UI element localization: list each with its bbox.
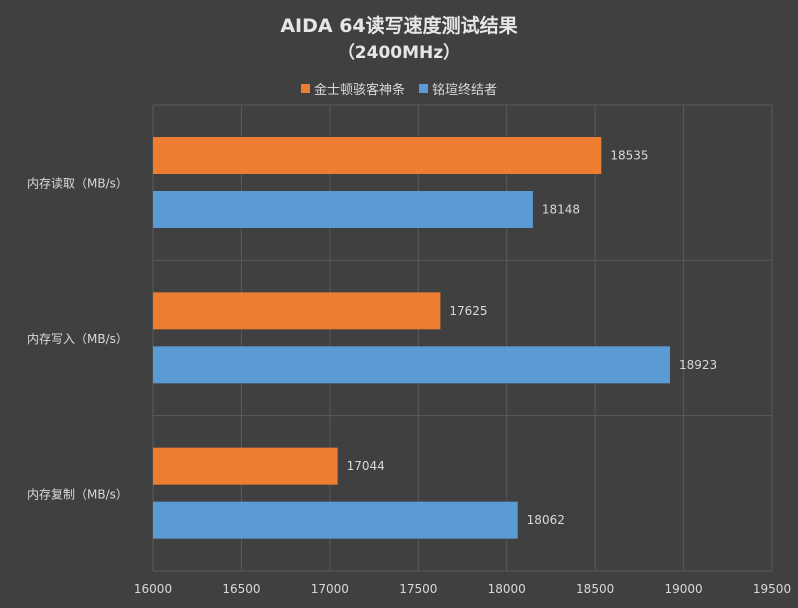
bar-kingston [153, 292, 441, 330]
legend-swatch-kingston [300, 84, 310, 93]
x-tick-label: 18000 [488, 582, 526, 596]
legend-label-maxsun: 铭瑄终结者 [432, 83, 498, 98]
bar-kingston [153, 137, 602, 174]
legend-item-kingston: 金士顿骇客神条 [300, 79, 405, 98]
data-label: 18535 [610, 149, 648, 163]
data-label: 17044 [347, 459, 385, 473]
x-tick-label: 17000 [311, 582, 349, 596]
x-tick-label: 19000 [664, 582, 702, 596]
data-label: 18923 [679, 358, 717, 372]
data-label: 18148 [542, 203, 580, 217]
legend-swatch-maxsun [419, 84, 428, 93]
bar-maxsun [153, 501, 518, 539]
bar-kingston [153, 447, 338, 485]
chart-subtitle: （2400MHz） [337, 43, 461, 63]
x-tick-label: 16000 [134, 582, 172, 596]
x-tick-label: 19500 [753, 582, 791, 596]
x-tick-label: 16500 [222, 582, 260, 596]
legend-item-maxsun: 铭瑄终结者 [419, 79, 497, 98]
category-label: 内存写入（MB/s） [27, 332, 128, 346]
chart-legend: 金士顿骇客神条 铭瑄终结者 [0, 79, 798, 98]
chart-title: AIDA 64读写速度测试结果 [280, 15, 518, 37]
legend-label-kingston: 金士顿骇客神条 [313, 83, 405, 98]
x-tick-label: 18500 [576, 582, 614, 596]
category-label: 内存复制（MB/s） [27, 487, 128, 501]
x-tick-label: 17500 [399, 582, 437, 596]
category-label: 内存读取（MB/s） [27, 177, 128, 191]
data-label: 17625 [449, 304, 487, 318]
bar-maxsun [153, 191, 533, 228]
data-label: 18062 [527, 513, 565, 527]
bar-maxsun [153, 346, 670, 384]
